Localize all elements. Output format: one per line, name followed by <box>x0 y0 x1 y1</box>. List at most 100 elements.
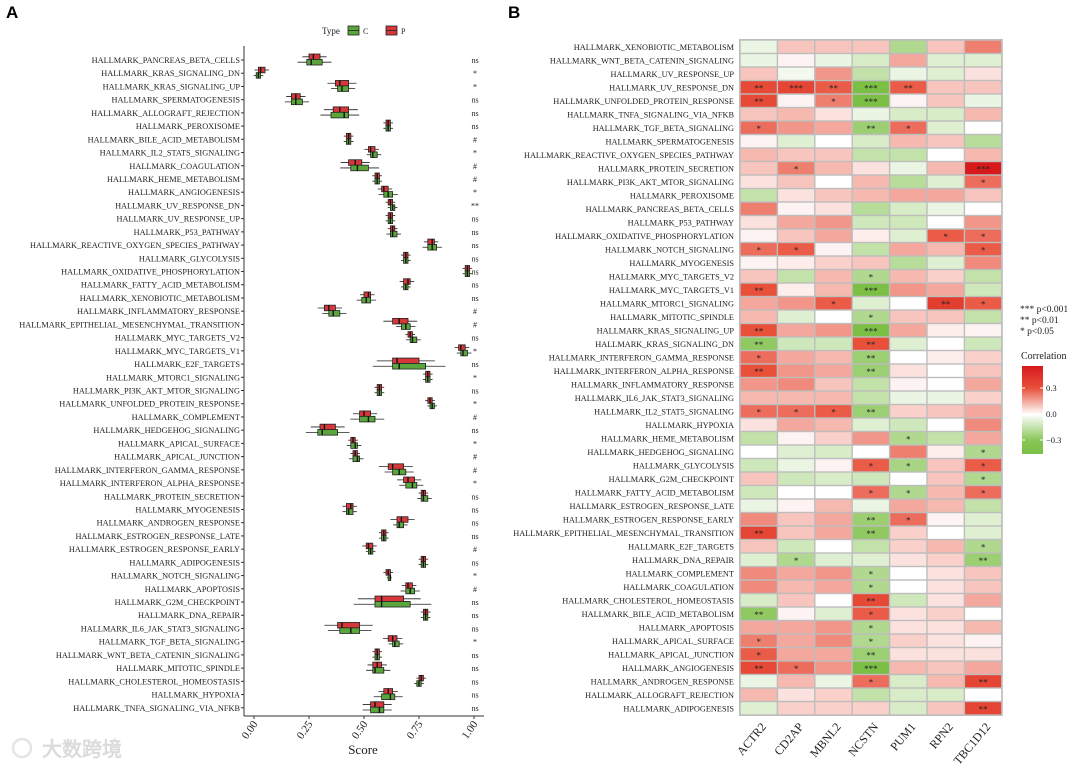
box-p <box>365 542 374 550</box>
heatmap-row-label: HALLMARK_P53_PATHWAY <box>628 218 734 227</box>
heatmap-cell <box>927 202 964 215</box>
legend-entry: P <box>401 27 406 36</box>
significance-label: ns <box>471 505 478 514</box>
significance-star: ** <box>866 353 876 363</box>
heatmap-cell <box>890 40 927 53</box>
significance-label: # <box>473 175 477 184</box>
box-p <box>392 317 409 325</box>
heatmap-cell <box>815 364 852 377</box>
row-label: HALLMARK_ESTROGEN_RESPONSE_EARLY <box>69 545 240 554</box>
heatmap-cell <box>740 418 777 431</box>
heatmap-row-label: HALLMARK_APOPTOSIS <box>639 623 735 632</box>
significance-star: * <box>869 569 874 579</box>
heatmap-cell <box>965 459 1002 472</box>
column-label: ACTR2 <box>734 720 769 758</box>
row-label: HALLMARK_GLYCOLYSIS <box>139 254 241 263</box>
heatmap-cell <box>852 216 889 229</box>
heatmap-cell <box>965 607 1002 620</box>
heatmap-cell <box>890 175 927 188</box>
heatmap-cell <box>852 472 889 485</box>
heatmap-cell <box>815 108 852 121</box>
heatmap-cell <box>965 405 1002 418</box>
significance-label: * <box>473 400 477 409</box>
heatmap-cell <box>852 283 889 296</box>
heatmap-cell <box>965 121 1002 134</box>
heatmap-cell <box>740 216 777 229</box>
significance-label: ns <box>471 651 478 660</box>
heatmap-cell <box>740 162 777 175</box>
box-p <box>396 516 409 523</box>
heatmap-cell <box>852 81 889 94</box>
heatmap-cell <box>927 472 964 485</box>
significance-label: * <box>473 479 477 488</box>
heatmap-cell <box>778 283 815 296</box>
heatmap-cell <box>927 675 964 688</box>
significance-star: ** <box>754 529 764 539</box>
significance-star: ** <box>754 97 764 107</box>
heatmap-cell <box>852 675 889 688</box>
significance-star: *** <box>864 286 878 296</box>
row-label: HALLMARK_KRAS_SIGNALING_UP <box>103 82 241 91</box>
column-label: TBC1D12 <box>951 720 994 767</box>
significance-label: ns <box>471 426 478 435</box>
box-c <box>339 627 360 634</box>
heatmap-cell <box>965 256 1002 269</box>
heatmap-cell <box>927 688 964 701</box>
heatmap-cell <box>927 526 964 539</box>
heatmap-cell <box>927 54 964 67</box>
heatmap-cell <box>740 270 777 283</box>
heatmap-cell <box>965 621 1002 634</box>
row-label: HALLMARK_OXIDATIVE_PHOSPHORYLATION <box>61 268 240 277</box>
heatmap-cell <box>815 594 852 607</box>
heatmap-cell <box>965 391 1002 404</box>
row-label: HALLMARK_PI3K_AKT_MTOR_SIGNALING <box>73 387 240 396</box>
heatmap-cell <box>927 607 964 620</box>
box-p <box>374 595 405 603</box>
heatmap-cell <box>815 337 852 350</box>
heatmap-cell <box>890 54 927 67</box>
heatmap-cell <box>778 648 815 661</box>
heatmap-cell <box>740 526 777 539</box>
row-label: HALLMARK_INFLAMMATORY_RESPONSE <box>77 307 240 316</box>
heatmap-cell <box>965 648 1002 661</box>
heatmap-cell <box>852 688 889 701</box>
heatmap-cell <box>778 567 815 580</box>
heatmap-cell <box>852 202 889 215</box>
heatmap-cell <box>740 256 777 269</box>
row-label: HALLMARK_IL6_JAK_STAT3_SIGNALING <box>81 624 240 633</box>
heatmap-cell <box>965 526 1002 539</box>
heatmap-cell <box>852 243 889 256</box>
box-c <box>317 429 338 436</box>
heatmap-cell <box>965 310 1002 323</box>
heatmap-cell <box>890 391 927 404</box>
significance-label: * <box>473 439 477 448</box>
heatmap-cell <box>965 378 1002 391</box>
heatmap-cell <box>965 688 1002 701</box>
heatmap-cell <box>890 94 927 107</box>
heatmap-cell <box>740 121 777 134</box>
row-label: HALLMARK_HEDGEHOG_SIGNALING <box>93 426 240 435</box>
heatmap-cell <box>815 634 852 647</box>
heatmap-cell <box>965 418 1002 431</box>
heatmap-cell <box>965 67 1002 80</box>
heatmap-cell <box>890 445 927 458</box>
box-c <box>372 667 385 674</box>
heatmap-cell <box>890 513 927 526</box>
heatmap-cell <box>890 216 927 229</box>
heatmap-row-label: HALLMARK_KRAS_SIGNALING_UP <box>597 326 735 335</box>
heatmap-cell <box>778 621 815 634</box>
significance-label: * <box>473 149 477 158</box>
significance-label: ns <box>471 558 478 567</box>
significance-star: * <box>869 637 874 647</box>
heatmap-cell <box>890 148 927 161</box>
heatmap-cell <box>890 189 927 202</box>
significance-star: * <box>981 488 986 498</box>
heatmap-cell <box>890 283 927 296</box>
row-label: HALLMARK_TGF_BETA_SIGNALING <box>99 638 240 647</box>
heatmap-cell <box>965 675 1002 688</box>
box-p <box>359 410 372 417</box>
x-tick-label: 0.25 <box>295 718 316 741</box>
significance-star: ** <box>904 83 914 93</box>
heatmap-cell <box>852 499 889 512</box>
significance-label: ns <box>471 334 478 343</box>
